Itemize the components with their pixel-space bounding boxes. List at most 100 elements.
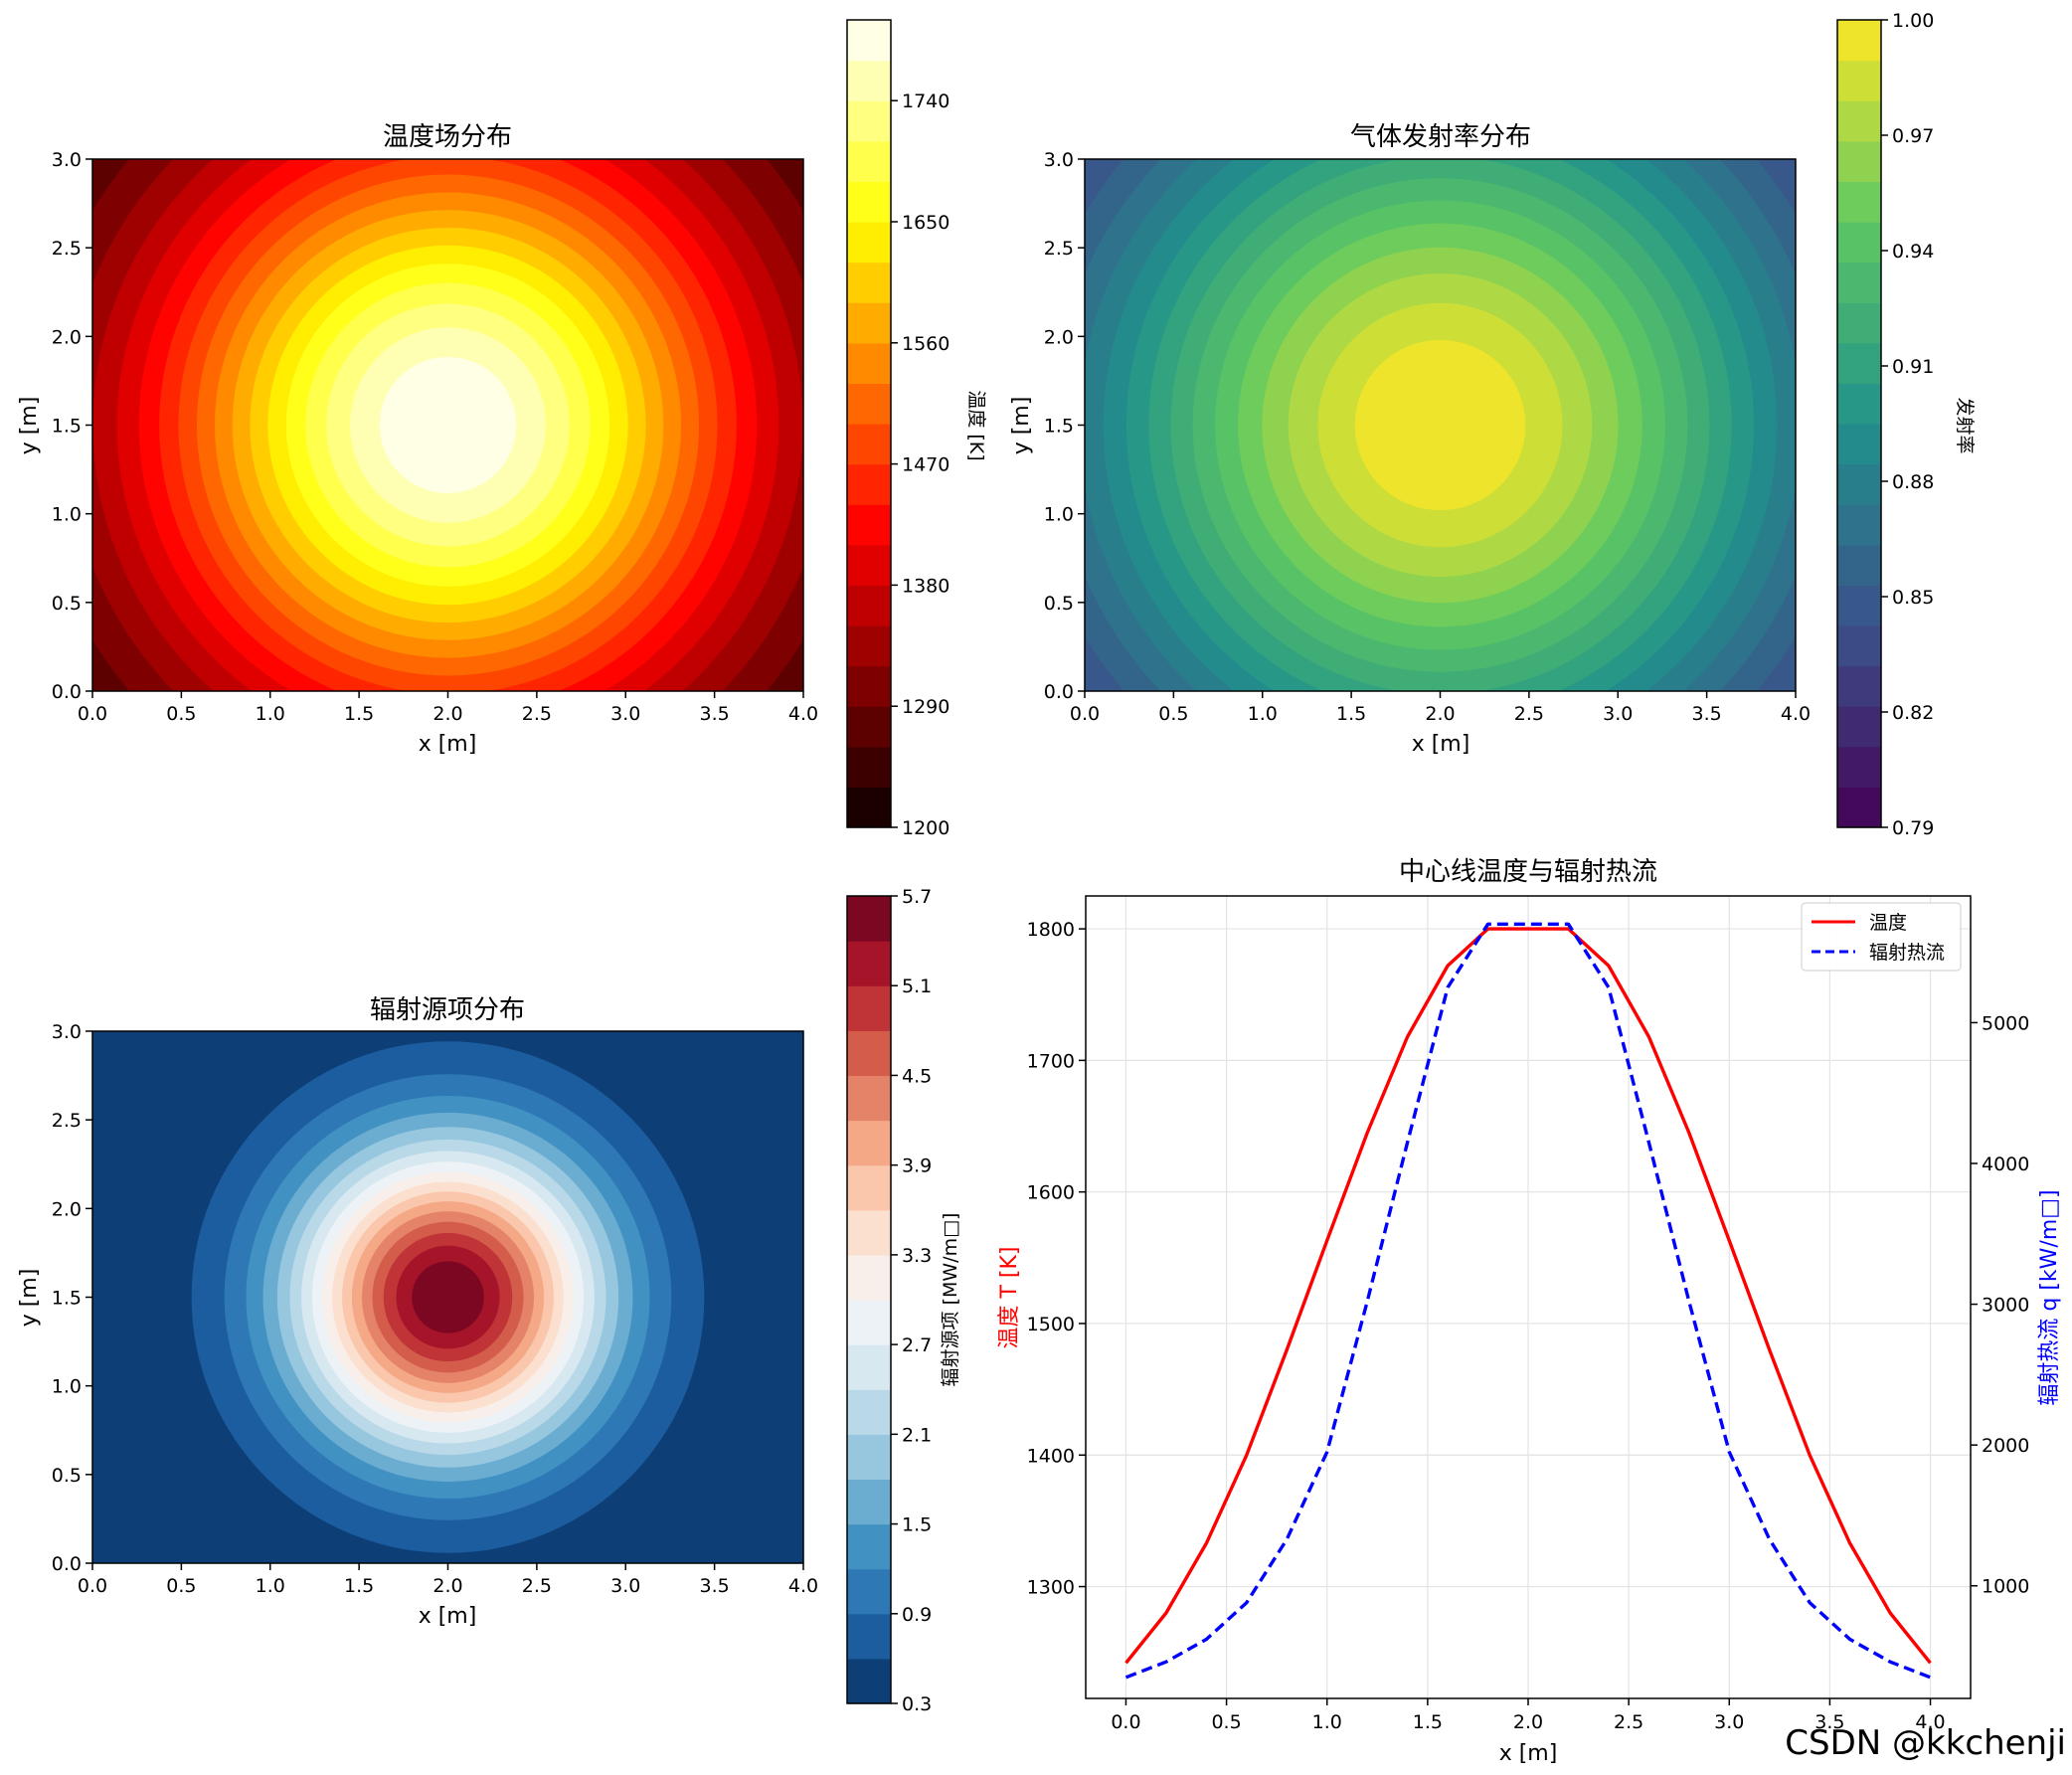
x-tick-label: 2.5 <box>1514 703 1544 725</box>
colorbar-segment <box>1837 463 1881 505</box>
y-right-tick-label: 2000 <box>1982 1435 2029 1457</box>
source-xlabel: x [m] <box>419 1604 477 1629</box>
y-tick-label: 3.0 <box>52 1021 82 1043</box>
colorbar-tick-label: 0.85 <box>1892 587 1934 609</box>
colorbar-segment <box>847 706 891 748</box>
x-tick-label: 0.5 <box>1158 703 1188 725</box>
colorbar-tick-label: 1740 <box>902 90 950 112</box>
colorbar-segment <box>847 1613 891 1660</box>
colorbar-segment <box>847 504 891 546</box>
colorbar-segment <box>847 222 891 264</box>
y-tick-label: 1.0 <box>52 1376 82 1398</box>
colorbar-segment <box>1837 342 1881 384</box>
colorbar-segment <box>1837 424 1881 465</box>
x-tick-label: 0.5 <box>166 703 196 725</box>
colorbar-tick-label: 0.94 <box>1892 241 1934 263</box>
colorbar-segment <box>1837 544 1881 586</box>
emissivity-ylabel: y [m] <box>1009 397 1034 455</box>
source-contour-plot <box>92 1031 803 1563</box>
y-tick-label: 0.0 <box>52 1553 82 1575</box>
colorbar-tick-label: 1200 <box>902 817 950 839</box>
x-tick-label: 3.0 <box>1714 1711 1744 1733</box>
colorbar-tick-label: 2.7 <box>902 1334 932 1356</box>
emissivity-level-band <box>1354 339 1526 511</box>
y-tick-label: 0.5 <box>52 1465 82 1487</box>
legend-box <box>1801 902 1962 972</box>
temperature-level-band <box>379 356 517 494</box>
y-left-tick-label: 1400 <box>1027 1445 1075 1467</box>
colorbar-segment <box>847 262 891 303</box>
colorbar-segment <box>1837 746 1881 788</box>
temperature-panel: 温度场分布 0.0 0.5 1.0 1.5 2.0 2.5 3.0 3.5 4.0 0.0 0.5 1… <box>17 19 987 839</box>
x-tick-label: 1.0 <box>256 703 285 725</box>
emissivity-contour-plot <box>1085 159 1796 691</box>
x-tick-label: 3.5 <box>1692 703 1722 725</box>
colorbar-segment <box>847 1209 891 1256</box>
y-tick-label: 0.5 <box>52 593 82 615</box>
y-tick-label: 2.5 <box>52 1110 82 1132</box>
colorbar-tick-label: 0.97 <box>1892 125 1934 147</box>
y-tick-label: 2.0 <box>52 326 82 348</box>
colorbar-segment <box>847 1389 891 1435</box>
colorbar-segment <box>1837 60 1881 101</box>
x-tick-label: 3.5 <box>700 703 730 725</box>
x-tick-label: 3.0 <box>1603 703 1633 725</box>
y-tick-label: 1.5 <box>52 1288 82 1310</box>
y-left-tick-label: 1500 <box>1027 1314 1075 1335</box>
x-tick-label: 4.0 <box>1781 703 1811 725</box>
x-tick-label: 4.0 <box>788 703 818 725</box>
y-left-tick-label: 1800 <box>1027 919 1075 941</box>
colorbar-segment <box>847 1658 891 1704</box>
x-tick-label: 2.0 <box>432 1575 462 1597</box>
colorbar-segment <box>1837 585 1881 626</box>
watermark: CSDN @kkchenji <box>1785 1723 2066 1763</box>
x-tick-label: 1.5 <box>1336 703 1366 725</box>
colorbar-segment <box>847 424 891 465</box>
colorbar-segment <box>847 1568 891 1615</box>
colorbar-segment <box>847 1479 891 1525</box>
colorbar-tick-label: 3.9 <box>902 1155 932 1177</box>
x-tick-label: 1.5 <box>344 703 374 725</box>
emissivity-xlabel: x [m] <box>1412 732 1470 757</box>
y-tick-label: 2.0 <box>52 1198 82 1220</box>
centerline-title: 中心线温度与辐射热流 <box>1399 857 1657 887</box>
x-tick-label: 3.0 <box>610 703 640 725</box>
temperature-xlabel: x [m] <box>419 732 477 757</box>
emissivity-title: 气体发射率分布 <box>1350 122 1531 152</box>
centerline-xlabel: x [m] <box>1499 1741 1558 1766</box>
colorbar-tick-label: 5.7 <box>902 886 932 908</box>
x-tick-label: 2.5 <box>522 1575 552 1597</box>
colorbar-tick-label: 0.9 <box>902 1604 932 1626</box>
y-left-tick-label: 1700 <box>1027 1050 1075 1072</box>
source-colorbar-label: 辐射源项 [MW/m□] <box>940 1213 961 1387</box>
temperature-colorbar-label: 温度 [K] <box>965 390 987 460</box>
colorbar-segment <box>847 787 891 828</box>
x-tick-label: 0.0 <box>78 703 107 725</box>
colorbar-segment <box>847 1120 891 1166</box>
colorbar-segment <box>1837 625 1881 667</box>
centerline-panel: 中心线温度与辐射热流 0.0 0.5 1.0 1.5 2.0 2.5 3.0 3.5 4.0 13… <box>997 857 2062 1766</box>
colorbar-segment <box>847 1254 891 1301</box>
colorbar-frame <box>1836 19 1882 828</box>
emissivity-axes: 0.0 0.5 1.0 1.5 2.0 2.5 3.0 3.5 4.0 0.0 0.5 1.0 1.5 2… <box>1044 149 1811 725</box>
y-right-tick-label: 1000 <box>1982 1576 2029 1598</box>
source-level-band <box>412 1261 484 1333</box>
colorbar-segment <box>1837 140 1881 182</box>
colorbar-segment <box>847 20 891 62</box>
colorbar-segment <box>847 1075 891 1122</box>
colorbar-segment <box>1837 706 1881 748</box>
colorbar-tick-label: 0.82 <box>1892 702 1934 724</box>
centerline-ylabel-right: 辐射热流 q [kW/m□] <box>2037 1189 2062 1405</box>
colorbar-segment <box>847 544 891 586</box>
temperature-colorbar: 1200 1290 1380 1470 1560 1650 1740 <box>846 19 950 839</box>
colorbar-tick-label: 1650 <box>902 212 950 234</box>
y-tick-label: 3.0 <box>52 149 82 171</box>
colorbar-tick-label: 0.88 <box>1892 471 1934 493</box>
x-tick-label: 1.5 <box>344 1575 374 1597</box>
colorbar-tick-label: 0.79 <box>1892 817 1934 839</box>
colorbar-segment <box>847 585 891 626</box>
centerline-grid <box>1086 896 1971 1698</box>
centerline-ylabel-left: 温度 T [K] <box>997 1246 1022 1348</box>
colorbar-segment <box>1837 665 1881 707</box>
